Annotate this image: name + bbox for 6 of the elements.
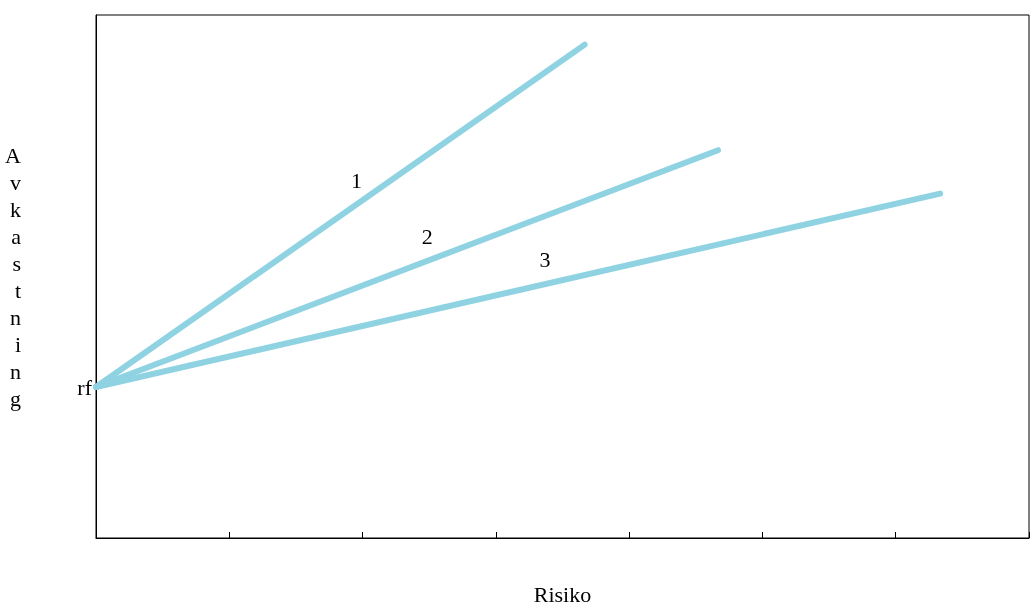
series-label: 1 xyxy=(351,168,363,194)
x-axis-title: Risiko xyxy=(533,581,592,607)
series-label: 3 xyxy=(539,247,551,273)
text: rf xyxy=(77,374,93,400)
text: Avkastning xyxy=(5,142,21,411)
series-label: 2 xyxy=(421,224,433,249)
